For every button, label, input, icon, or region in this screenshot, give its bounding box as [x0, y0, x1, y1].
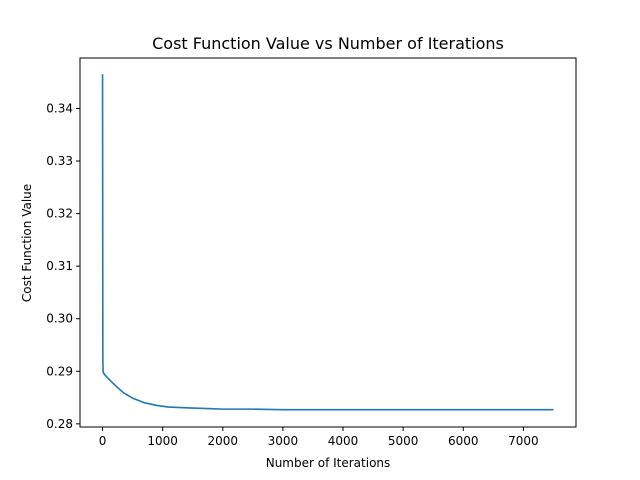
x-tick-label: 3000 [268, 434, 299, 448]
x-tick-label: 2000 [208, 434, 239, 448]
x-axis-label: Number of Iterations [266, 456, 391, 470]
x-tick-label: 4000 [328, 434, 359, 448]
y-tick-label: 0.32 [46, 207, 73, 221]
y-tick-label: 0.28 [46, 417, 73, 431]
cost-series-line [101, 74, 554, 411]
y-tick-label: 0.29 [46, 364, 73, 378]
x-tick-label: 1000 [147, 434, 178, 448]
y-axis: 0.28 0.29 0.30 0.31 0.32 0.33 0.34 [46, 101, 80, 431]
y-tick-label: 0.30 [46, 312, 73, 326]
x-tick-label: 0 [99, 434, 107, 448]
plot-frame [79, 57, 577, 428]
y-tick-label: 0.33 [46, 154, 73, 168]
x-tick-label: 5000 [388, 434, 419, 448]
chart-title: Cost Function Value vs Number of Iterati… [152, 34, 504, 53]
y-tick-label: 0.34 [46, 101, 73, 115]
x-tick-label: 7000 [508, 434, 539, 448]
x-tick-label: 6000 [448, 434, 479, 448]
x-axis: 0 1000 2000 3000 4000 5000 6000 7000 [99, 427, 539, 448]
y-tick-label: 0.31 [46, 259, 73, 273]
plot-area [101, 74, 554, 411]
y-axis-label: Cost Function Value [20, 184, 34, 302]
